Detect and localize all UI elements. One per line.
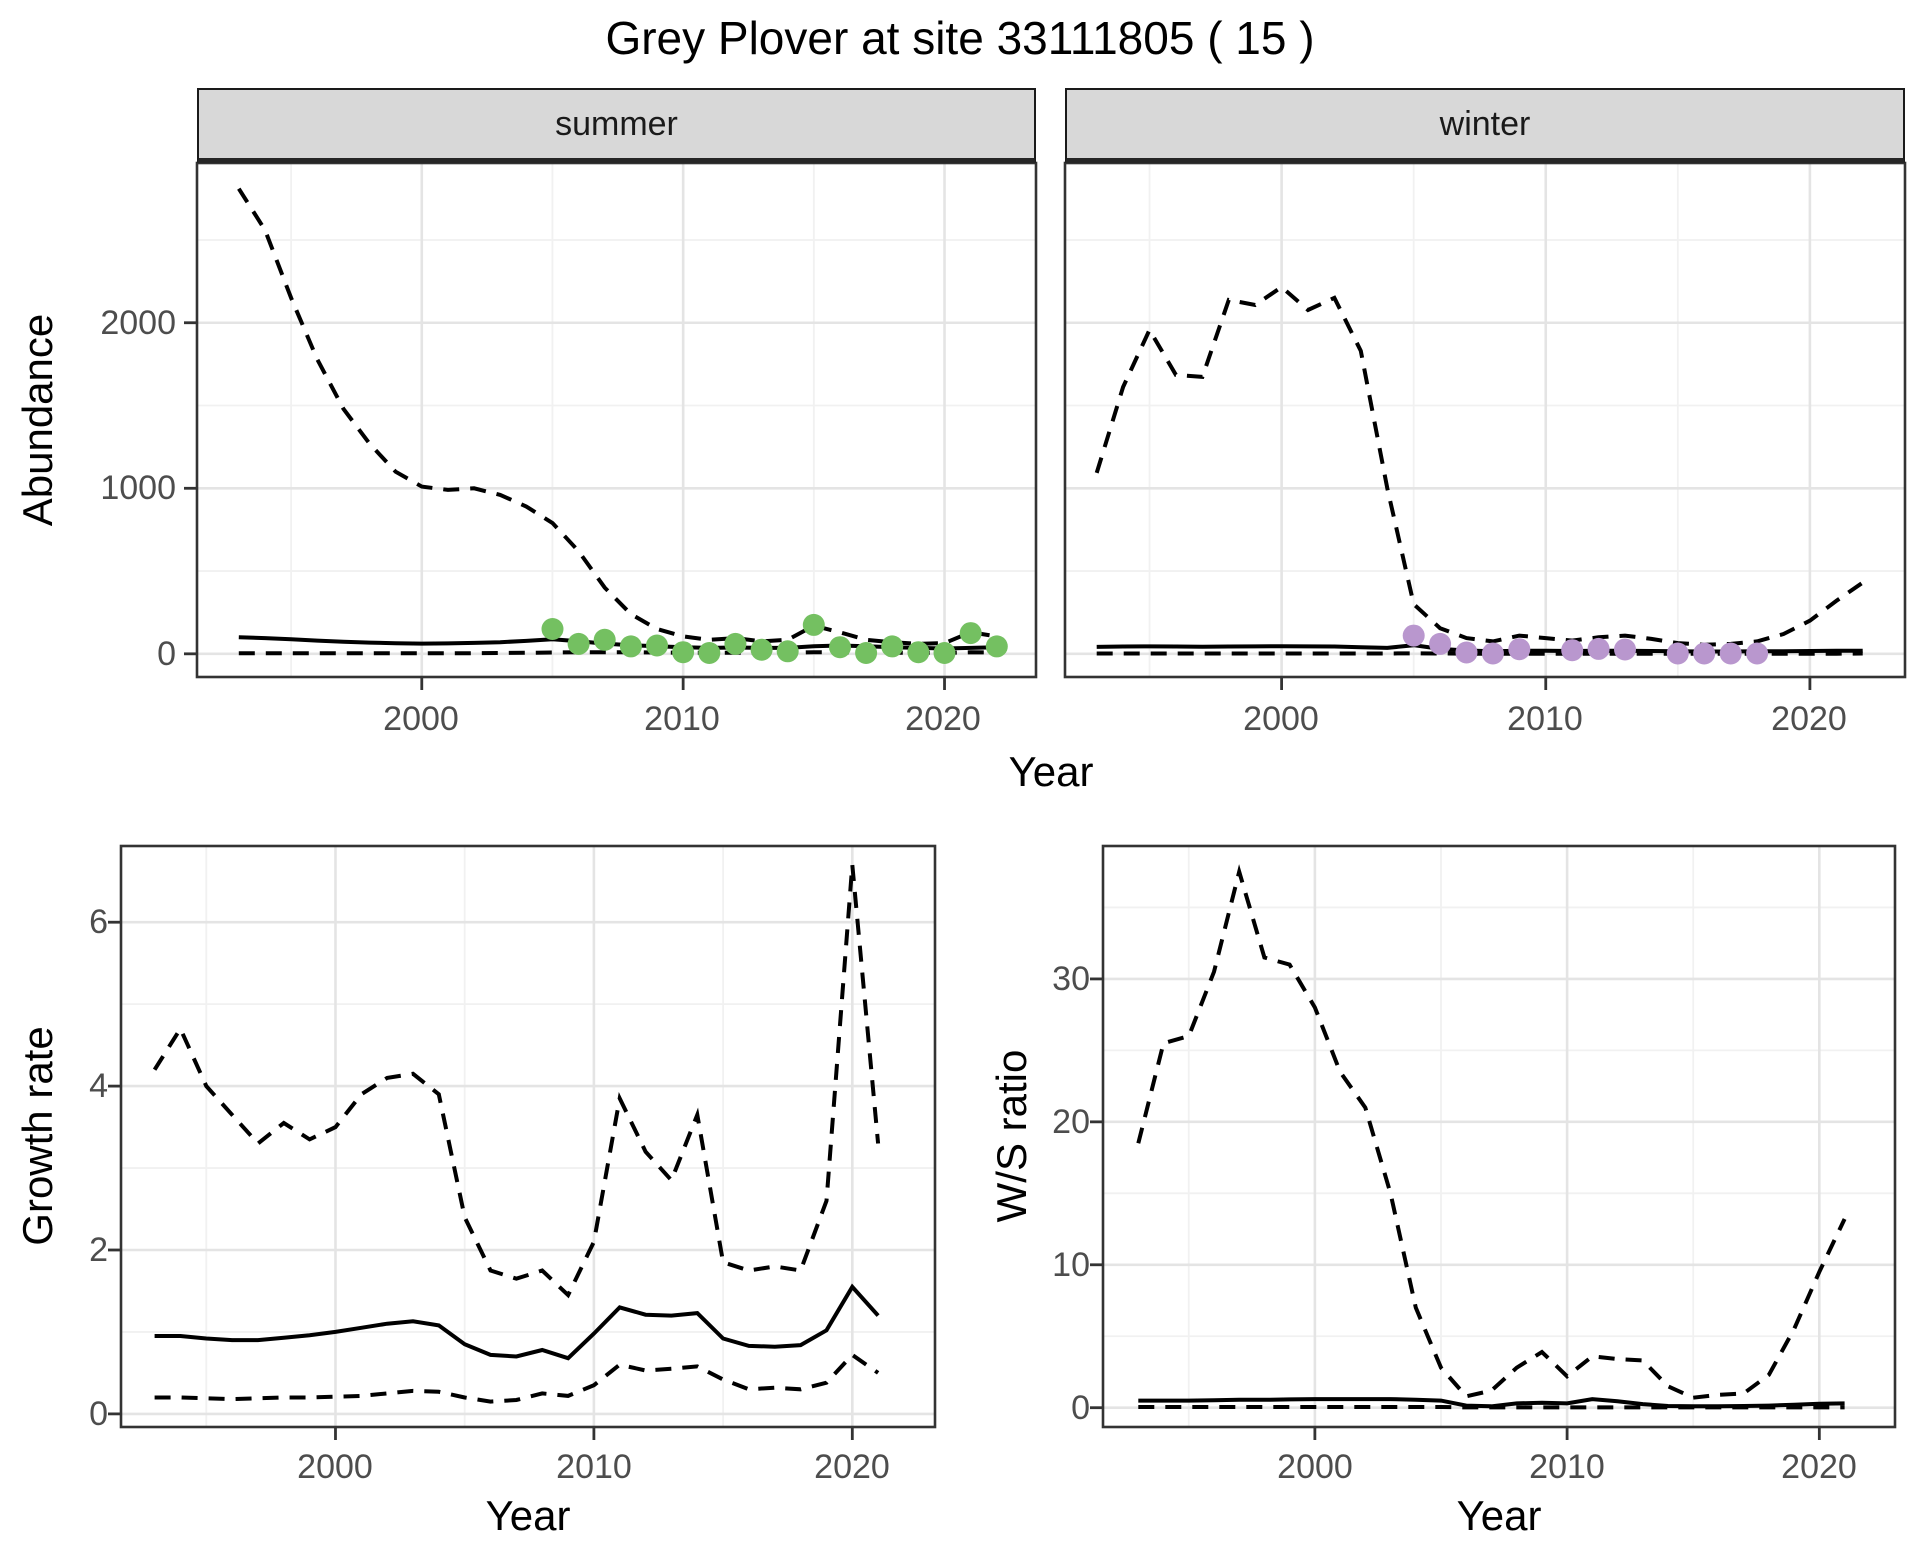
abundance-ytick-2000: 2000 — [100, 304, 176, 342]
abundance_winter-point-winter_counts — [1481, 642, 1504, 665]
ws-xtick-2010: 2010 — [1529, 1448, 1605, 1486]
growth-axis-title: Growth rate — [14, 1026, 61, 1246]
abundance_winter-point-winter_counts — [1455, 641, 1478, 664]
abundance_winter-point-winter_counts — [1614, 638, 1636, 661]
growth_rate-series-lower_ci — [154, 1352, 880, 1404]
abundance_summer-point-summer_counts — [541, 618, 564, 640]
facet-strip-winter: winter — [1065, 88, 1905, 163]
abundance_summer-point-summer_counts — [776, 640, 799, 663]
abundance_summer-point-summer_counts — [672, 641, 695, 664]
ws-xtick-2000: 2000 — [1277, 1448, 1353, 1486]
ws_ratio-series-upper_ci — [1136, 864, 1847, 1400]
growth-ytick-4: 4 — [89, 1067, 108, 1105]
growth_rate-panel-bg — [121, 846, 935, 1427]
abundance_winter-point-winter_counts — [1746, 642, 1769, 665]
abundance_winter-point-winter_counts — [1666, 642, 1689, 665]
abundance_winter-point-winter_counts — [1402, 624, 1425, 647]
abundance_summer-point-summer_counts — [619, 635, 642, 658]
winter-xtick-2020: 2020 — [1771, 700, 1847, 738]
abundance_winter-point-winter_counts — [1693, 642, 1716, 665]
abundance_summer-point-summer_counts — [959, 622, 982, 645]
ws-axis-title: W/S ratio — [988, 1049, 1035, 1223]
growth_rate-series-upper_ci — [152, 864, 881, 1299]
abundance_summer-point-summer_counts — [567, 632, 590, 655]
abundance_winter-panel-border — [1063, 161, 1907, 679]
abundance_summer-point-summer_counts — [855, 642, 878, 664]
top-year-axis-title: Year — [1008, 748, 1094, 795]
growth-ytick-6: 6 — [89, 903, 108, 941]
abundance-ytick-0: 0 — [157, 635, 176, 673]
abundance_winter-point-winter_counts — [1429, 632, 1452, 655]
abundance_summer-point-summer_counts — [724, 632, 747, 655]
plot-title: Grey Plover at site 33111805 ( 15 ) — [605, 12, 1315, 64]
abundance_summer-point-summer_counts — [646, 634, 668, 657]
abundance_summer-point-summer_counts — [750, 638, 773, 661]
winter-xtick-2010: 2010 — [1507, 700, 1583, 738]
ws-xtick-2020: 2020 — [1781, 1448, 1857, 1486]
abundance_summer-point-summer_counts — [907, 641, 930, 664]
ws_ratio-panel-bg — [1103, 846, 1895, 1427]
winter-xtick-2000: 2000 — [1243, 700, 1319, 738]
growth-xtick-2010: 2010 — [556, 1448, 632, 1486]
ws-year-axis-title: Year — [1456, 1492, 1542, 1539]
ws-ytick-10: 10 — [1052, 1246, 1090, 1284]
abundance-ytick-1000: 1000 — [100, 469, 176, 507]
abundance_summer-point-summer_counts — [881, 635, 904, 658]
growth-ytick-0: 0 — [89, 1395, 108, 1433]
abundance_summer-point-summer_counts — [593, 628, 616, 651]
facet-strip-winter-label: winter — [1439, 104, 1531, 143]
abundance_winter-panel-bg — [1065, 163, 1905, 677]
abundance_summer-point-summer_counts — [829, 636, 851, 659]
abundance-axis-title: Abundance — [14, 313, 61, 527]
abundance_winter-point-winter_counts — [1719, 642, 1742, 665]
facet-strip-summer: summer — [197, 88, 1036, 163]
growth-year-axis-title: Year — [485, 1492, 571, 1539]
abundance_summer-point-summer_counts — [698, 642, 721, 664]
ws_ratio-panel-border — [1101, 844, 1897, 1429]
abundance_summer-series-upper_ci — [237, 187, 998, 646]
abundance_summer-point-summer_counts — [985, 635, 1008, 658]
growth-xtick-2020: 2020 — [814, 1448, 890, 1486]
growth-ytick-2: 2 — [89, 1231, 108, 1269]
summer-xtick-2000: 2000 — [383, 700, 459, 738]
abundance_winter-point-winter_counts — [1508, 638, 1531, 661]
growth-xtick-2000: 2000 — [297, 1448, 373, 1486]
abundance_summer-point-summer_counts — [802, 613, 825, 636]
abundance_winter-point-winter_counts — [1587, 637, 1610, 660]
ws-ytick-20: 20 — [1052, 1103, 1090, 1141]
abundance_summer-panel-bg — [197, 163, 1036, 677]
growth_rate-panel-border — [119, 844, 937, 1429]
ws-ytick-0: 0 — [1071, 1389, 1090, 1427]
ws-ytick-30: 30 — [1052, 960, 1090, 998]
abundance_summer-point-summer_counts — [933, 642, 956, 664]
abundance_winter-point-winter_counts — [1561, 639, 1584, 662]
summer-xtick-2010: 2010 — [644, 700, 720, 738]
abundance_summer-panel-border — [195, 161, 1038, 679]
facet-strip-summer-label: summer — [555, 104, 678, 143]
growth_rate-series-median — [154, 1283, 880, 1361]
summer-xtick-2020: 2020 — [905, 700, 981, 738]
